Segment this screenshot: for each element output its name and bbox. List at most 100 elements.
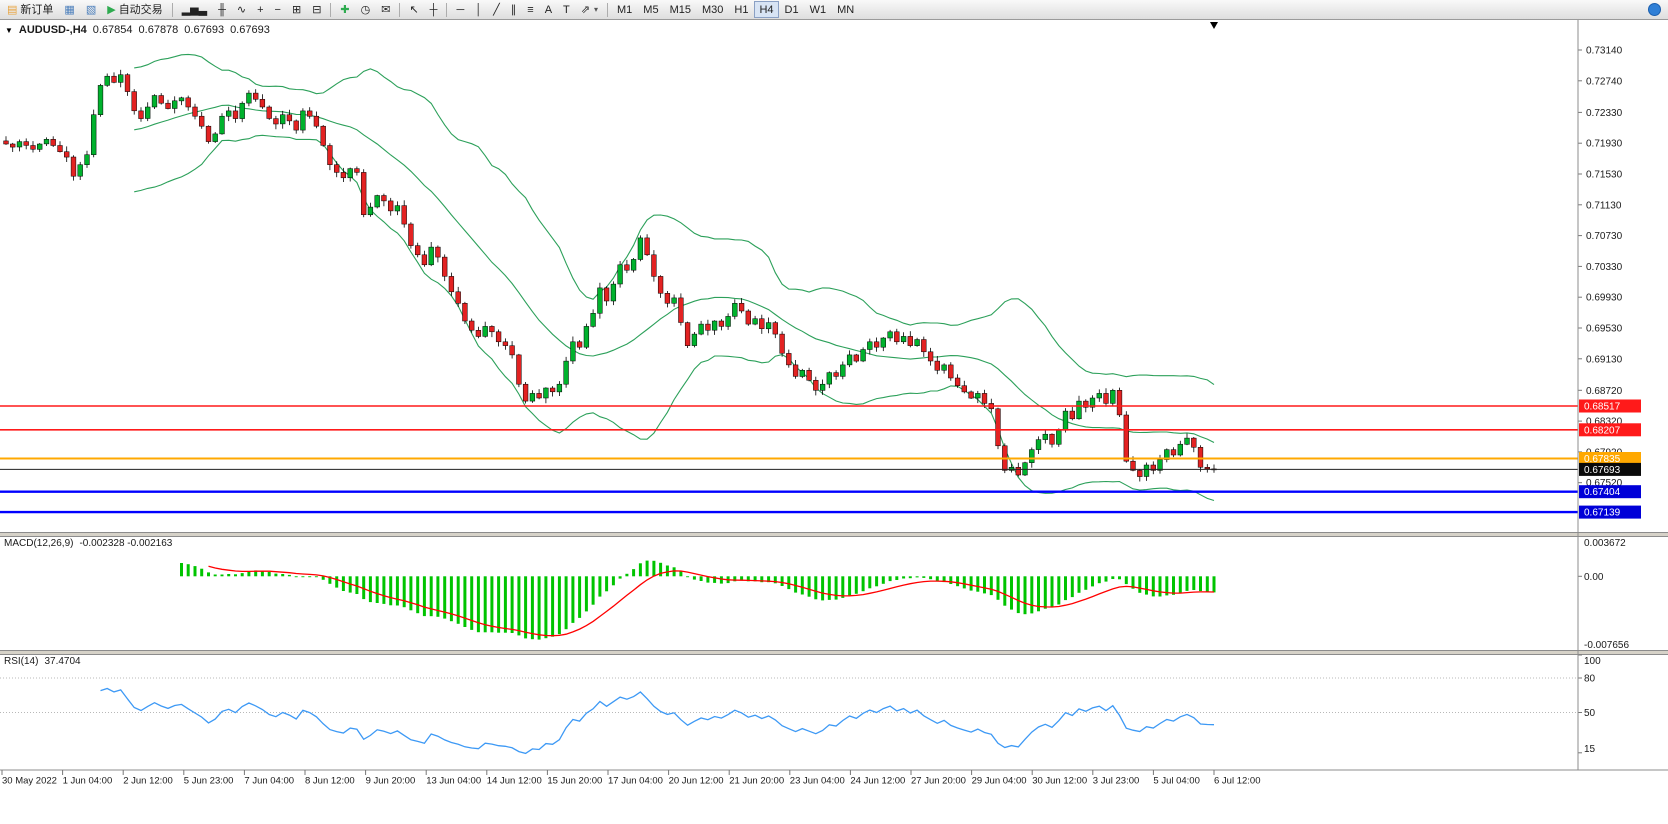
chart-plot-area[interactable] <box>0 20 1578 532</box>
price-axis-strip[interactable] <box>1578 20 1668 770</box>
rsi-axis-label: 15 <box>1584 744 1596 755</box>
text-label-button[interactable]: T <box>558 1 575 18</box>
channel-button[interactable]: ∥ <box>506 1 522 18</box>
time-axis-label: 2 Jun 12:00 <box>123 776 173 787</box>
time-axis-label: 23 Jun 04:00 <box>790 776 845 787</box>
templates-button[interactable]: ✉ <box>376 1 395 18</box>
rsi-line <box>100 687 1215 755</box>
timeframe-m15-label: M15 <box>669 3 691 16</box>
new-order-button[interactable]: ▤ 新订单 <box>2 1 58 18</box>
macd-axis-zero: 0.00 <box>1584 572 1604 583</box>
periods-button[interactable]: ◷ <box>356 1 376 18</box>
vertical-line-button-icon: │ <box>475 3 483 16</box>
toolbar-separator <box>330 2 332 17</box>
time-axis-label: 27 Jun 20:00 <box>911 776 966 787</box>
time-axis-label: 9 Jun 20:00 <box>366 776 416 787</box>
cascade-windows-button[interactable]: ⊟ <box>307 1 326 18</box>
timeframe-m1[interactable]: M1 <box>612 1 637 18</box>
price-badge-0.68207: 0.68207 <box>1579 423 1641 437</box>
time-axis-label: 21 Jun 20:00 <box>729 776 784 787</box>
chart-window-button-icon: ▦ <box>64 3 75 16</box>
price-axis-label: 0.72330 <box>1586 108 1623 119</box>
timeframe-m30[interactable]: M30 <box>697 1 728 18</box>
timeframe-m15[interactable]: M15 <box>665 1 696 18</box>
timeframe-d1[interactable]: D1 <box>780 1 804 18</box>
macd-signal-line <box>208 565 1215 637</box>
price-axis-label: 0.69130 <box>1586 354 1623 365</box>
rsi-axis-label: 80 <box>1584 674 1596 685</box>
price-axis-label: 0.71530 <box>1586 170 1623 181</box>
time-axis-label: 6 Jul 12:00 <box>1214 776 1260 787</box>
cascade-windows-button-icon: ⊟ <box>312 3 322 16</box>
timeframe-h4-label: H4 <box>759 3 774 16</box>
new-order-button-icon: ▤ <box>7 3 18 16</box>
time-axis-label: 30 May 2022 <box>2 776 57 787</box>
latest-candle-marker <box>1210 22 1218 29</box>
price-axis-label: 0.69530 <box>1586 324 1623 335</box>
time-axis-label: 30 Jun 12:00 <box>1032 776 1087 787</box>
panel-splitter[interactable] <box>0 650 1668 655</box>
zoom-out-button[interactable]: − <box>270 1 286 18</box>
timeframe-h1[interactable]: H1 <box>729 1 753 18</box>
timeframe-w1-label: W1 <box>809 3 827 16</box>
arrows-button[interactable]: ⇗ ▾ <box>576 1 603 18</box>
horizontal-line-button[interactable]: ─ <box>451 1 469 18</box>
arrows-button-icon: ⇗ <box>580 3 590 16</box>
timeframe-m5-label: M5 <box>643 3 659 16</box>
crosshair-button-icon: ┼ <box>429 3 438 16</box>
indicators-button[interactable]: ✚ <box>335 1 354 18</box>
panel-splitter[interactable] <box>0 532 1668 537</box>
crosshair-button[interactable]: ┼ <box>425 1 443 18</box>
zoom-in-button[interactable]: + <box>252 1 268 18</box>
timeframe-h1-label: H1 <box>734 3 749 16</box>
timeframe-m5[interactable]: M5 <box>638 1 663 18</box>
time-axis-label: 1 Jun 04:00 <box>63 776 113 787</box>
line-chart-button[interactable]: ∿ <box>232 1 251 18</box>
timeframe-w1[interactable]: W1 <box>805 1 832 18</box>
line-chart-button-icon: ∿ <box>236 3 247 16</box>
auto-trading-button-label: 自动交易 <box>118 3 163 16</box>
svg-text:0.68517: 0.68517 <box>1584 402 1621 413</box>
zoom-in-button-icon: + <box>257 3 264 16</box>
profiles-button-icon: ▧ <box>85 3 97 16</box>
chart-svg: 0.73140 0.72740 0.72330 0.71930 0.71530 0.711… <box>0 20 1668 787</box>
bar-chart-button[interactable]: ▂▅▃ <box>177 1 212 18</box>
svg-text:0.68207: 0.68207 <box>1584 425 1621 436</box>
candlestick-chart-button-icon: ╫ <box>218 3 226 16</box>
timeframe-mn[interactable]: MN <box>832 1 859 18</box>
time-axis-label: 17 Jun 04:00 <box>608 776 663 787</box>
bollinger-upper-band <box>134 53 1215 386</box>
time-axis-label: 7 Jun 04:00 <box>244 776 294 787</box>
timeframe-h4[interactable]: H4 <box>754 1 779 18</box>
auto-trading-button[interactable]: ▶ 自动交易 <box>102 1 167 18</box>
tile-windows-button[interactable]: ⊞ <box>287 1 306 18</box>
price-axis-label: 0.70730 <box>1586 231 1623 242</box>
text-label-button-icon: T <box>563 3 570 16</box>
price-badge-0.67139: 0.67139 <box>1579 505 1641 519</box>
toolbar-right <box>1648 3 1666 16</box>
profiles-button[interactable]: ▧ <box>81 1 101 18</box>
trendline-button[interactable]: ╱ <box>488 1 505 18</box>
fibonacci-button[interactable]: ≡ <box>522 1 538 18</box>
timeframe-d1-label: D1 <box>784 3 799 16</box>
macd-axis-top: 0.003672 <box>1584 538 1626 549</box>
toolbar-separator <box>171 2 173 17</box>
horizontal-line-button-icon: ─ <box>456 3 465 16</box>
chart-window-button[interactable]: ▦ <box>59 1 79 18</box>
candlestick-chart-button[interactable]: ╫ <box>213 1 231 18</box>
search-icon[interactable] <box>1648 3 1661 16</box>
arrows-button-dropdown-icon: ▾ <box>593 4 598 14</box>
toolbar-separator <box>446 2 448 17</box>
text-button[interactable]: A <box>540 1 557 18</box>
rsi-axis-label: 50 <box>1584 708 1596 719</box>
main-toolbar: ▤ 新订单 ▦ ▧ ▶ 自动交易 ▂▅▃ ╫ ∿ + − ⊞ ⊟ ✚ ◷ ✉ ↖ ┼ ─ │ ╱ ∥ ≡ A T ⇗ ▾ M1 M5 M1… <box>0 0 1668 20</box>
time-axis-label: 5 Jul 04:00 <box>1153 776 1199 787</box>
channel-button-icon: ∥ <box>510 3 517 16</box>
cursor-button[interactable]: ↖ <box>404 1 423 18</box>
price-axis-label: 0.69930 <box>1586 293 1623 304</box>
price-badge-0.67693: 0.67693 <box>1579 462 1641 476</box>
price-axis-label: 0.71930 <box>1586 139 1623 150</box>
vertical-line-button[interactable]: │ <box>470 1 487 18</box>
svg-text:0.67139: 0.67139 <box>1584 508 1621 519</box>
time-axis-label: 29 Jun 04:00 <box>972 776 1027 787</box>
